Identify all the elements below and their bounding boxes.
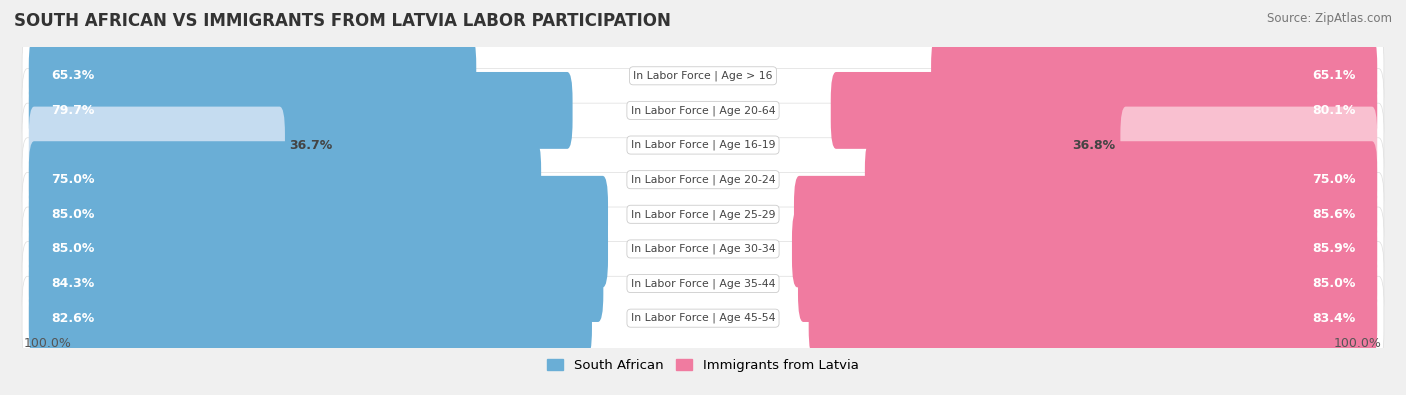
FancyBboxPatch shape: [22, 207, 1384, 291]
Text: In Labor Force | Age 20-24: In Labor Force | Age 20-24: [631, 175, 775, 185]
Text: In Labor Force | Age > 16: In Labor Force | Age > 16: [633, 71, 773, 81]
Text: 75.0%: 75.0%: [51, 173, 94, 186]
Text: 82.6%: 82.6%: [51, 312, 94, 325]
Text: 79.7%: 79.7%: [51, 104, 94, 117]
Text: 36.7%: 36.7%: [290, 139, 333, 152]
FancyBboxPatch shape: [794, 176, 1378, 253]
Text: 83.4%: 83.4%: [1312, 312, 1355, 325]
FancyBboxPatch shape: [799, 245, 1378, 322]
Text: 100.0%: 100.0%: [24, 337, 72, 350]
Text: Source: ZipAtlas.com: Source: ZipAtlas.com: [1267, 12, 1392, 25]
FancyBboxPatch shape: [22, 103, 1384, 187]
FancyBboxPatch shape: [865, 141, 1378, 218]
FancyBboxPatch shape: [28, 176, 607, 253]
FancyBboxPatch shape: [22, 276, 1384, 360]
FancyBboxPatch shape: [28, 280, 592, 357]
FancyBboxPatch shape: [28, 107, 285, 183]
FancyBboxPatch shape: [28, 211, 607, 287]
Text: 84.3%: 84.3%: [51, 277, 94, 290]
Text: In Labor Force | Age 35-44: In Labor Force | Age 35-44: [631, 278, 775, 289]
FancyBboxPatch shape: [808, 280, 1378, 357]
FancyBboxPatch shape: [1121, 107, 1378, 183]
FancyBboxPatch shape: [28, 245, 603, 322]
Text: 85.0%: 85.0%: [51, 243, 94, 256]
FancyBboxPatch shape: [22, 68, 1384, 152]
FancyBboxPatch shape: [28, 38, 477, 114]
Text: 85.9%: 85.9%: [1312, 243, 1355, 256]
FancyBboxPatch shape: [831, 72, 1378, 149]
Text: In Labor Force | Age 20-64: In Labor Force | Age 20-64: [631, 105, 775, 116]
Text: SOUTH AFRICAN VS IMMIGRANTS FROM LATVIA LABOR PARTICIPATION: SOUTH AFRICAN VS IMMIGRANTS FROM LATVIA …: [14, 12, 671, 30]
Text: In Labor Force | Age 16-19: In Labor Force | Age 16-19: [631, 140, 775, 150]
Text: 75.0%: 75.0%: [1312, 173, 1355, 186]
Legend: South African, Immigrants from Latvia: South African, Immigrants from Latvia: [541, 354, 865, 377]
Text: In Labor Force | Age 25-29: In Labor Force | Age 25-29: [631, 209, 775, 220]
FancyBboxPatch shape: [28, 72, 572, 149]
FancyBboxPatch shape: [931, 38, 1378, 114]
Text: 85.0%: 85.0%: [51, 208, 94, 221]
Text: In Labor Force | Age 45-54: In Labor Force | Age 45-54: [631, 313, 775, 324]
Text: 65.3%: 65.3%: [51, 69, 94, 82]
Text: In Labor Force | Age 30-34: In Labor Force | Age 30-34: [631, 244, 775, 254]
FancyBboxPatch shape: [22, 172, 1384, 256]
FancyBboxPatch shape: [792, 211, 1378, 287]
FancyBboxPatch shape: [22, 242, 1384, 325]
Text: 36.8%: 36.8%: [1073, 139, 1116, 152]
FancyBboxPatch shape: [28, 141, 541, 218]
Text: 85.6%: 85.6%: [1312, 208, 1355, 221]
Text: 80.1%: 80.1%: [1312, 104, 1355, 117]
FancyBboxPatch shape: [22, 138, 1384, 222]
Text: 100.0%: 100.0%: [1334, 337, 1382, 350]
Text: 65.1%: 65.1%: [1312, 69, 1355, 82]
FancyBboxPatch shape: [22, 34, 1384, 118]
Text: 85.0%: 85.0%: [1312, 277, 1355, 290]
